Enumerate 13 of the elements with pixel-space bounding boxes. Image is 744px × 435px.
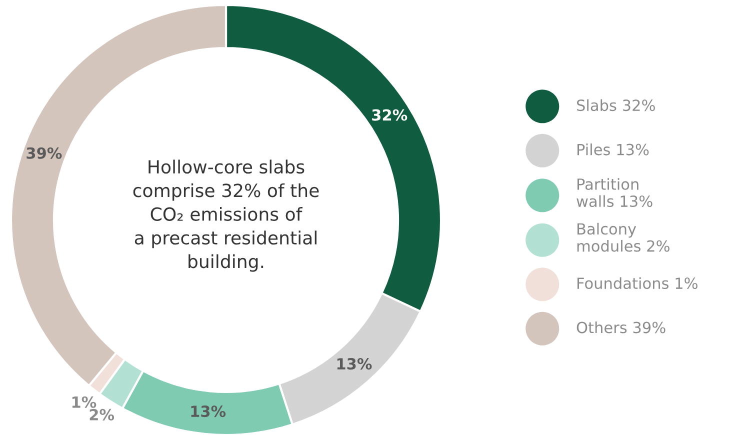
legend-label: Slabs 32%	[577, 99, 655, 112]
data-label: 13%	[337, 358, 372, 370]
legend-label: Others 39%	[576, 321, 666, 334]
text: Hollow-core slabs comprise 32% of the CO₂ emissions of a precast residential building.	[133, 160, 319, 272]
legend-label: Piles 13%	[578, 144, 649, 156]
data-label: 13%	[191, 406, 226, 418]
legend-label: Balcony modules 2%	[577, 222, 670, 252]
legend-label: Partition walls 13%	[576, 178, 652, 208]
data-label: 32%	[372, 109, 408, 121]
data-label: 2%	[90, 408, 114, 420]
data-label: 39%	[26, 147, 62, 159]
data-label: 1%	[72, 396, 96, 408]
legend-label: Foundations 1%	[578, 277, 698, 290]
